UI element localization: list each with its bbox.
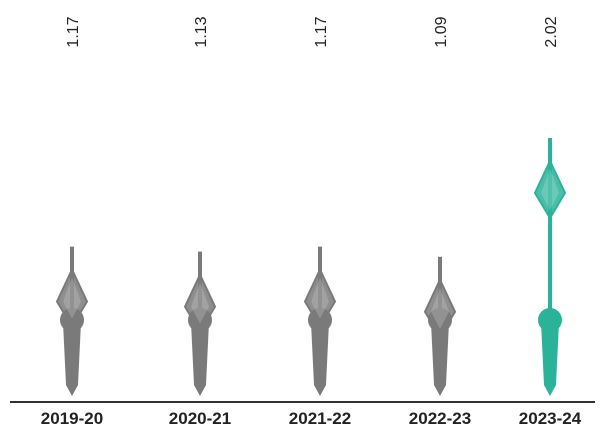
x-tick-label: 2022-23 [409, 409, 471, 427]
pin-diamond-shine [63, 277, 81, 319]
pin [423, 256, 457, 396]
value-label: 1.09 [433, 16, 450, 47]
x-tick-label: 2019-20 [41, 409, 103, 427]
pin-body [541, 322, 559, 396]
pin [55, 246, 89, 396]
pin-body [311, 322, 329, 396]
pin-diamond [55, 267, 89, 329]
pin-body [191, 322, 209, 396]
pin-diamond-shine [431, 287, 449, 329]
x-tick-label: 2023-24 [519, 409, 582, 427]
pin-knob [538, 308, 562, 332]
pin-diamond [183, 272, 217, 334]
value-label: 1.13 [193, 16, 210, 47]
pin-diamond-shine [311, 277, 329, 319]
pin [183, 251, 217, 396]
pin [533, 138, 567, 396]
value-label: 2.02 [543, 16, 560, 47]
pin-body [431, 322, 449, 396]
x-tick-label: 2021-22 [289, 409, 351, 427]
pin-body [63, 322, 81, 396]
x-tick-label: 2020-21 [169, 409, 231, 427]
pin-diamond [423, 277, 457, 339]
pin [303, 246, 337, 396]
pin-diamond-shine [541, 169, 559, 210]
pin-diamond [303, 267, 337, 329]
value-label: 1.17 [65, 16, 82, 47]
pin-diamond [533, 158, 567, 220]
value-label: 1.17 [313, 16, 330, 47]
pin-diamond-shine [191, 282, 209, 324]
